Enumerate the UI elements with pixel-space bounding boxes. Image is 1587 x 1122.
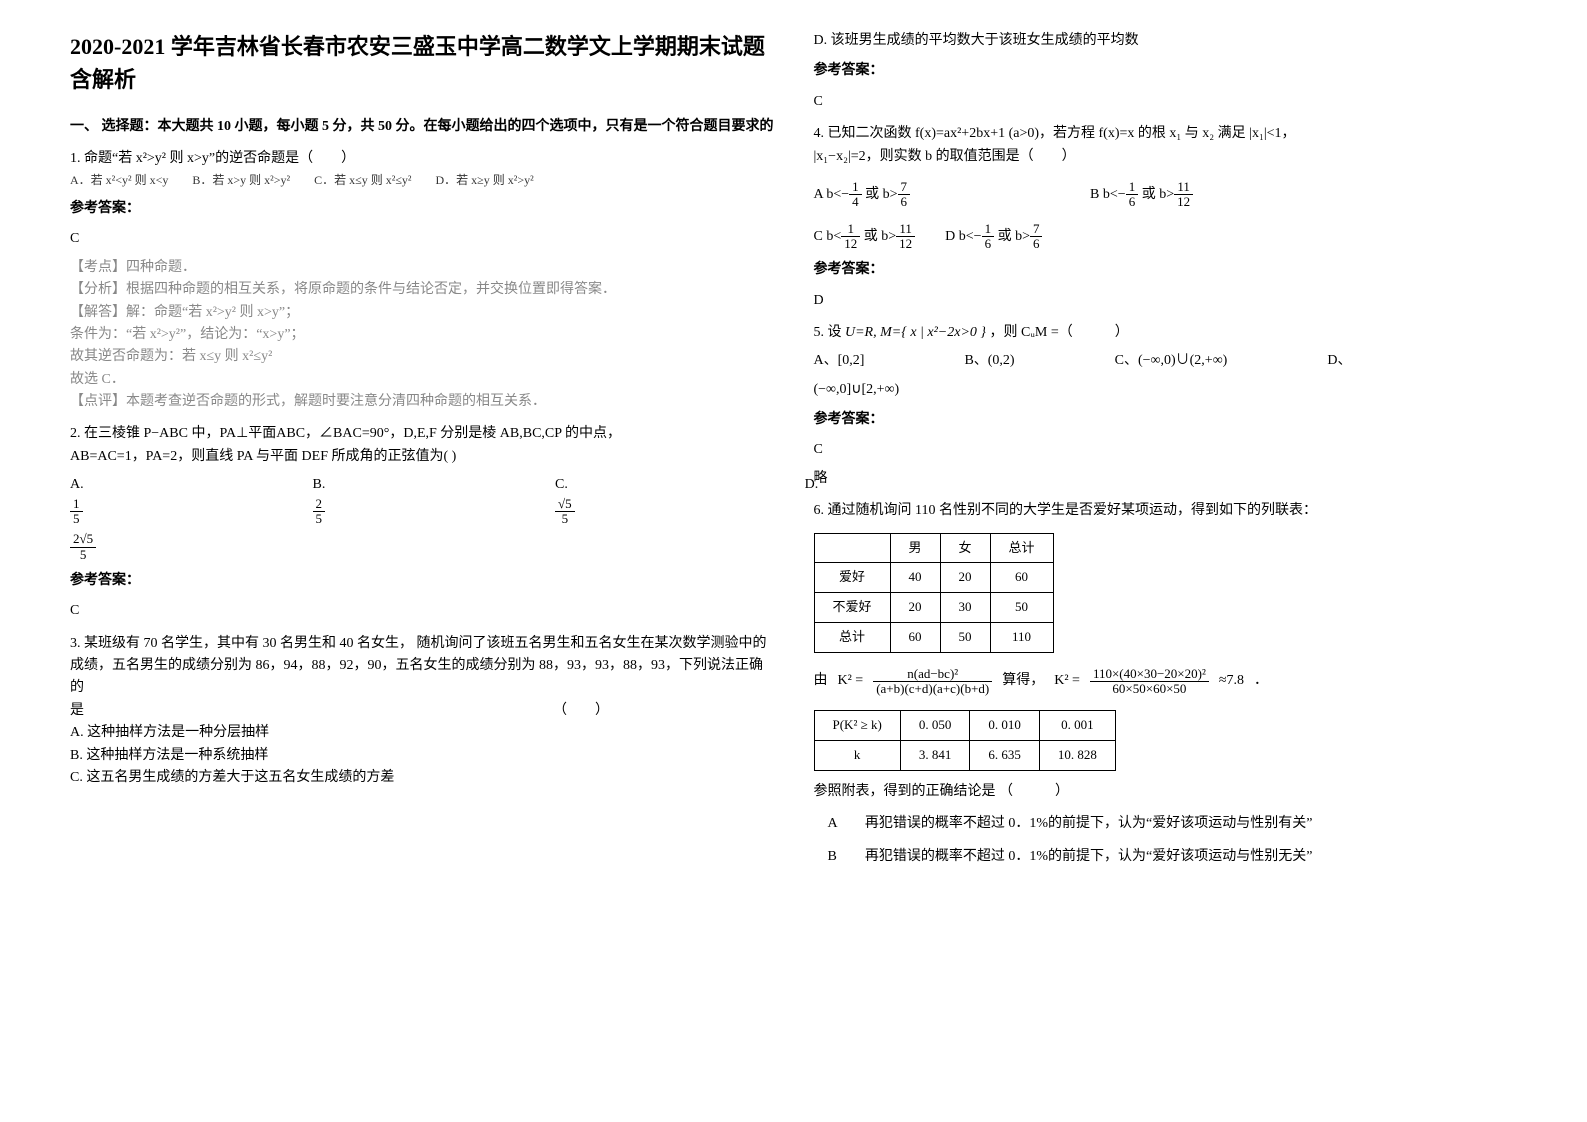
q4-answer-label: 参考答案： bbox=[814, 259, 1518, 281]
table-row: k 3. 841 6. 635 10. 828 bbox=[814, 741, 1115, 771]
q4-stem-b: |x₁−x₂|=2，则实数 b 的取值范围是（ ） bbox=[814, 146, 1518, 168]
q6-opt-b: B 再犯错误的概率不超过 0．1%的前提下，认为“爱好该项运动与性别无关” bbox=[828, 846, 1518, 868]
q4-row-cd: C b<112 或 b>1112 D b<−16 或 b>76 bbox=[814, 222, 1518, 252]
q3-tail: 是 （ ） bbox=[70, 700, 774, 722]
k2-left-frac: n(ad−bc)² (a+b)(c+d)(a+c)(b+d) bbox=[873, 667, 992, 697]
table-row: 总计 60 50 110 bbox=[814, 623, 1053, 653]
q3-opt-c: C. 这五名男生成绩的方差大于这五名女生成绩的方差 bbox=[70, 767, 774, 789]
q3-opt-d: D. 该班男生成绩的平均数大于该班女生成绩的平均数 bbox=[814, 30, 1518, 52]
q1-comment: 【点评】本题考查逆否命题的形式，解题时要注意分清四种命题的相互关系． bbox=[70, 391, 774, 413]
q1-answer: C bbox=[70, 228, 774, 250]
question-3: 3. 某班级有 70 名学生，其中有 30 名男生和 40 名女生， 随机询问了… bbox=[70, 633, 774, 790]
q4-row-ab: A b<−14 或 b>76 B b<−16 或 b>1112 bbox=[814, 180, 1518, 210]
table-row: 爱好 40 20 60 bbox=[814, 563, 1053, 593]
q3-answer-label: 参考答案： bbox=[814, 60, 1518, 82]
left-column: 2020-2021 学年吉林省长春市农安三盛玉中学高二数学文上学期期末试题含解析… bbox=[50, 30, 794, 1092]
q6-table-1: 男 女 总计 爱好 40 20 60 不爱好 20 30 50 总计 60 50… bbox=[814, 533, 1054, 653]
q2-opt-c: C. √55 bbox=[555, 474, 635, 526]
q4-answer: D bbox=[814, 290, 1518, 312]
table-row: 男 女 总计 bbox=[814, 533, 1053, 563]
q6-k2-formula: 由 K² = n(ad−bc)² (a+b)(c+d)(a+c)(b+d) 算得… bbox=[814, 667, 1518, 697]
q5-opt-c: C、(−∞,0)∪(2,+∞) bbox=[1115, 350, 1228, 372]
right-column: D. 该班男生成绩的平均数大于该班女生成绩的平均数 参考答案： C 4. 已知二… bbox=[794, 30, 1538, 1092]
section-1-head: 一、 选择题：本大题共 10 小题，每小题 5 分，共 50 分。在每小题给出的… bbox=[70, 116, 774, 138]
q1-kaodian: 【考点】四种命题． bbox=[70, 257, 774, 279]
q1-options: A．若 x²<y² 则 x<y B．若 x>y 则 x²>y² C．若 x≤y … bbox=[70, 171, 774, 190]
q5-lue: 略 bbox=[814, 468, 1518, 490]
q4-opt-d: D b<−16 或 b>76 bbox=[945, 222, 1042, 252]
q5-opt-d: D、 bbox=[1327, 350, 1351, 372]
q5-answer: C bbox=[814, 439, 1518, 461]
q2-stem-b: AB=AC=1，PA=2，则直线 PA 与平面 DEF 所成角的正弦值为( ) bbox=[70, 446, 774, 468]
q5-set: U=R, M={ x | x²−2x>0 } bbox=[845, 325, 986, 340]
q5-opt-b: B、(0,2) bbox=[964, 350, 1014, 372]
q5-opt-a: A、[0,2] bbox=[814, 350, 865, 372]
k2-eq2: K² = bbox=[1054, 670, 1080, 692]
q1-line2: 故其逆否命题为：若 x≤y 则 x²≤y² bbox=[70, 346, 774, 368]
q2-answer: C bbox=[70, 600, 774, 622]
q6-ref: 参照附表，得到的正确结论是 （ ） bbox=[814, 781, 1518, 803]
q6-table-2: P(K² ≥ k) 0. 050 0. 010 0. 001 k 3. 841 … bbox=[814, 710, 1116, 771]
q5-opt-d-cont: (−∞,0]∪[2,+∞) bbox=[814, 379, 1518, 401]
q5-stem-row: 5. 设 U=R, M={ x | x²−2x>0 } ，则 CᵤM =（ ） bbox=[814, 322, 1518, 344]
q4-opt-c: C b<112 或 b>1112 bbox=[814, 222, 916, 252]
question-6: 6. 通过随机询问 110 名性别不同的大学生是否爱好某项运动，得到如下的列联表… bbox=[814, 500, 1518, 868]
q1-stem: 1. 命题“若 x²>y² 则 x>y”的逆否命题是（ ） bbox=[70, 148, 774, 170]
q5-answer-label: 参考答案： bbox=[814, 409, 1518, 431]
q1-answer-label: 参考答案： bbox=[70, 198, 774, 220]
page-title: 2020-2021 学年吉林省长春市农安三盛玉中学高二数学文上学期期末试题含解析 bbox=[70, 30, 774, 96]
q6-opt-a: A 再犯错误的概率不超过 0．1%的前提下，认为“爱好该项运动与性别有关” bbox=[828, 813, 1518, 835]
k2-right-frac: 110×(40×30−20×20)² 60×50×60×50 bbox=[1090, 667, 1209, 697]
q2-opt-d-frac: 2√55 bbox=[70, 532, 774, 562]
table-row: 不爱好 20 30 50 bbox=[814, 593, 1053, 623]
q1-line1: 条件为：“若 x²>y²”，结论为：“x>y”； bbox=[70, 324, 774, 346]
table-row: P(K² ≥ k) 0. 050 0. 010 0. 001 bbox=[814, 711, 1115, 741]
q2-stem-a: 2. 在三棱锥 P−ABC 中，PA⊥平面ABC，∠BAC=90°，D,E,F … bbox=[70, 423, 774, 445]
q1-analysis: 【分析】根据四种命题的相互关系，将原命题的条件与结论否定，并交换位置即得答案． bbox=[70, 279, 774, 301]
q3-answer: C bbox=[814, 91, 1518, 113]
question-5: 5. 设 U=R, M={ x | x²−2x>0 } ，则 CᵤM =（ ） … bbox=[814, 322, 1518, 490]
q4-stem-a: 4. 已知二次函数 f(x)=ax²+2bx+1 (a>0)，若方程 f(x)=… bbox=[814, 123, 1518, 145]
q6-stem: 6. 通过随机询问 110 名性别不同的大学生是否爱好某项运动，得到如下的列联表… bbox=[814, 500, 1518, 522]
question-1: 1. 命题“若 x²>y² 则 x>y”的逆否命题是（ ） A．若 x²<y² … bbox=[70, 148, 774, 413]
q4-opt-b: B b<−16 或 b>1112 bbox=[1090, 180, 1193, 210]
q3-stem: 3. 某班级有 70 名学生，其中有 30 名男生和 40 名女生， 随机询问了… bbox=[70, 633, 774, 700]
q2-opt-a: A. 15 bbox=[70, 474, 143, 526]
k2-eq: K² = bbox=[838, 670, 864, 692]
q3-opt-b: B. 这种抽样方法是一种系统抽样 bbox=[70, 745, 774, 767]
q2-answer-label: 参考答案： bbox=[70, 570, 774, 592]
q1-line3: 故选 C． bbox=[70, 369, 774, 391]
q5-options: A、[0,2] B、(0,2) C、(−∞,0)∪(2,+∞) D、 bbox=[814, 350, 1518, 372]
question-2: 2. 在三棱锥 P−ABC 中，PA⊥平面ABC，∠BAC=90°，D,E,F … bbox=[70, 423, 774, 622]
q2-opt-b: B. 25 bbox=[313, 474, 386, 526]
q2-options-row: A. 15 B. 25 C. √55 D. bbox=[70, 474, 774, 526]
q4-opt-a: A b<−14 或 b>76 bbox=[814, 180, 911, 210]
q3-opt-a: A. 这种抽样方法是一种分层抽样 bbox=[70, 722, 774, 744]
q1-solve: 【解答】解：命题“若 x²>y² 则 x>y”； bbox=[70, 302, 774, 324]
question-4: 4. 已知二次函数 f(x)=ax²+2bx+1 (a>0)，若方程 f(x)=… bbox=[814, 123, 1518, 312]
